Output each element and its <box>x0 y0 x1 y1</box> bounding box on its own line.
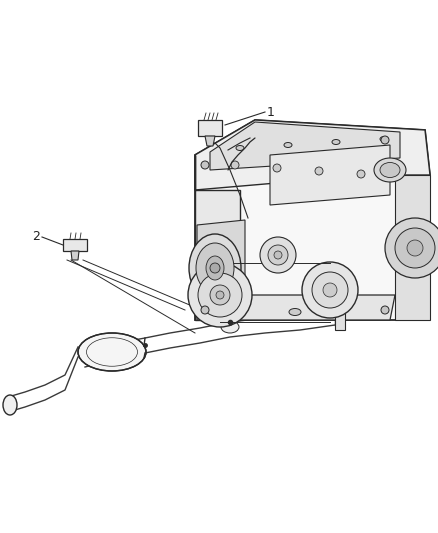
Polygon shape <box>195 120 430 190</box>
Circle shape <box>201 161 209 169</box>
Ellipse shape <box>332 140 340 144</box>
Ellipse shape <box>78 333 146 371</box>
Circle shape <box>273 164 281 172</box>
Circle shape <box>210 285 230 305</box>
Polygon shape <box>395 175 430 320</box>
Circle shape <box>198 273 242 317</box>
Ellipse shape <box>196 243 234 293</box>
Text: 1: 1 <box>267 106 275 118</box>
Circle shape <box>201 306 209 314</box>
Polygon shape <box>210 122 400 170</box>
Polygon shape <box>71 251 79 260</box>
Circle shape <box>210 263 220 273</box>
Circle shape <box>312 272 348 308</box>
Ellipse shape <box>380 136 388 141</box>
Polygon shape <box>63 239 87 251</box>
Ellipse shape <box>284 142 292 148</box>
Ellipse shape <box>374 158 406 182</box>
Polygon shape <box>198 120 222 136</box>
Ellipse shape <box>236 146 244 150</box>
Circle shape <box>385 218 438 278</box>
Polygon shape <box>197 295 395 320</box>
Circle shape <box>231 161 239 169</box>
Circle shape <box>407 240 423 256</box>
Circle shape <box>357 170 365 178</box>
Circle shape <box>302 262 358 318</box>
Circle shape <box>381 306 389 314</box>
Polygon shape <box>195 120 430 320</box>
Ellipse shape <box>221 321 239 333</box>
Circle shape <box>323 283 337 297</box>
Ellipse shape <box>206 256 224 280</box>
Circle shape <box>315 167 323 175</box>
Polygon shape <box>335 305 345 330</box>
Ellipse shape <box>189 234 241 302</box>
Circle shape <box>381 136 389 144</box>
Circle shape <box>260 237 296 273</box>
Polygon shape <box>270 145 390 205</box>
Ellipse shape <box>289 309 301 316</box>
Circle shape <box>216 291 224 299</box>
Polygon shape <box>195 155 240 320</box>
Polygon shape <box>197 220 245 285</box>
Ellipse shape <box>380 163 400 177</box>
Text: 2: 2 <box>32 230 40 244</box>
Ellipse shape <box>3 395 17 415</box>
Polygon shape <box>205 136 215 146</box>
Circle shape <box>395 228 435 268</box>
Circle shape <box>268 245 288 265</box>
Circle shape <box>188 263 252 327</box>
Circle shape <box>274 251 282 259</box>
